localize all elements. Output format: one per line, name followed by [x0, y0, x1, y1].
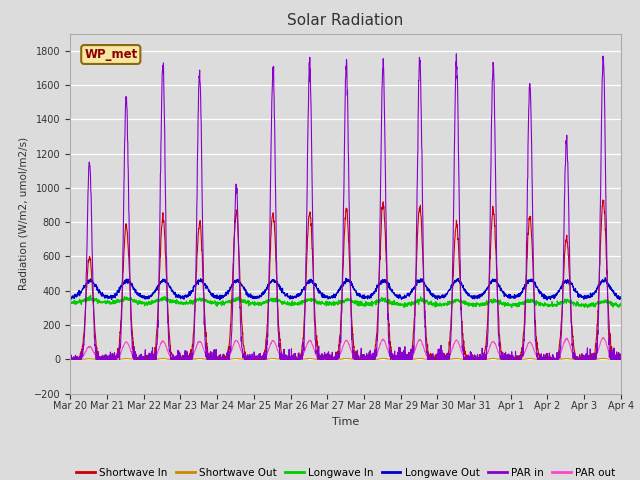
Text: WP_met: WP_met: [84, 48, 138, 61]
Shortwave Out: [568, 356, 576, 362]
Legend: Shortwave In, Shortwave Out, Longwave In, Longwave Out, PAR in, PAR out: Shortwave In, Shortwave Out, Longwave In…: [72, 464, 619, 480]
Longwave Out: [617, 296, 625, 302]
Shortwave In: [568, 328, 576, 334]
Line: Shortwave Out: Shortwave Out: [70, 359, 621, 360]
Shortwave In: [617, 354, 625, 360]
Shortwave In: [67, 357, 75, 362]
PAR in: [569, 344, 577, 350]
Shortwave Out: [617, 357, 625, 362]
Longwave Out: [220, 293, 228, 299]
Y-axis label: Radiation (W/m2, umol/m2/s): Radiation (W/m2, umol/m2/s): [19, 137, 29, 290]
Shortwave In: [599, 197, 607, 203]
PAR out: [220, 356, 228, 362]
Longwave In: [67, 300, 74, 306]
Shortwave Out: [584, 357, 591, 362]
PAR out: [67, 356, 74, 361]
Longwave In: [506, 302, 513, 308]
PAR in: [374, 331, 381, 336]
Line: PAR in: PAR in: [70, 54, 621, 360]
Shortwave Out: [362, 356, 369, 362]
PAR in: [617, 357, 625, 362]
Longwave Out: [374, 284, 381, 290]
PAR in: [220, 357, 228, 362]
Longwave In: [86, 292, 94, 298]
Longwave Out: [506, 292, 513, 298]
Shortwave Out: [220, 356, 228, 362]
Shortwave Out: [67, 357, 74, 362]
Title: Solar Radiation: Solar Radiation: [287, 13, 404, 28]
PAR out: [617, 356, 625, 362]
PAR out: [506, 357, 513, 362]
Line: Longwave Out: Longwave Out: [70, 278, 621, 300]
Shortwave In: [220, 354, 228, 360]
Shortwave In: [67, 356, 74, 361]
Longwave In: [569, 301, 577, 307]
PAR out: [584, 357, 591, 362]
Longwave In: [220, 302, 228, 308]
Longwave Out: [67, 295, 74, 300]
Line: Longwave In: Longwave In: [70, 295, 621, 308]
Longwave Out: [543, 297, 551, 303]
Shortwave In: [374, 317, 381, 323]
Longwave In: [374, 300, 381, 305]
PAR out: [67, 357, 75, 362]
Shortwave In: [584, 357, 591, 362]
Longwave Out: [568, 282, 576, 288]
Longwave Out: [584, 294, 591, 300]
Line: PAR out: PAR out: [70, 337, 621, 360]
PAR in: [584, 357, 592, 362]
X-axis label: Time: Time: [332, 417, 359, 427]
PAR in: [452, 51, 460, 57]
Longwave Out: [602, 275, 609, 281]
PAR in: [506, 352, 514, 358]
PAR out: [600, 335, 607, 340]
Longwave In: [584, 302, 592, 308]
PAR out: [568, 350, 576, 356]
Longwave In: [508, 305, 516, 311]
PAR in: [67, 357, 74, 362]
PAR in: [362, 357, 369, 362]
Longwave In: [362, 303, 369, 309]
PAR out: [362, 356, 369, 362]
Line: Shortwave In: Shortwave In: [70, 200, 621, 360]
Shortwave Out: [374, 356, 381, 362]
Shortwave Out: [416, 356, 424, 361]
Shortwave Out: [506, 357, 513, 362]
Longwave In: [617, 301, 625, 307]
PAR out: [374, 349, 381, 355]
Longwave Out: [362, 294, 369, 300]
Shortwave In: [362, 357, 369, 362]
PAR in: [67, 355, 74, 360]
Shortwave In: [506, 357, 513, 362]
